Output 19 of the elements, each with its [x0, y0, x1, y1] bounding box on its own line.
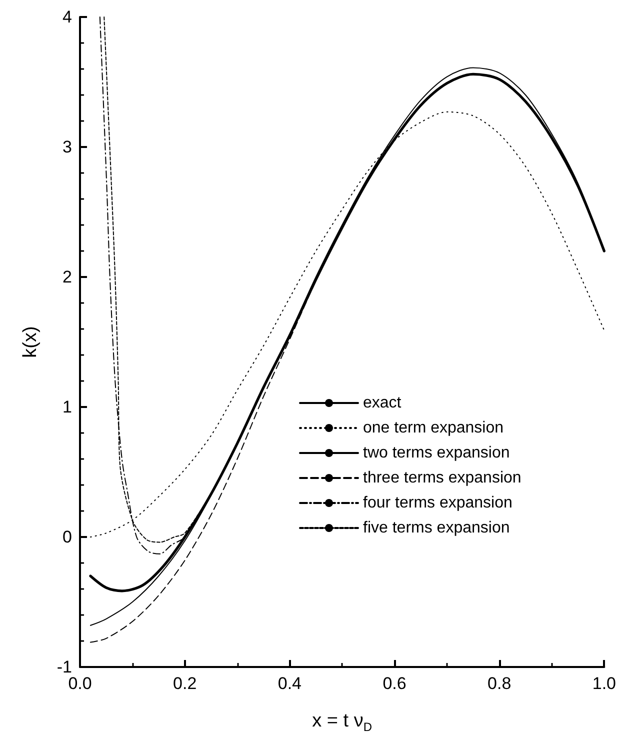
legend-label: four terms expansion	[363, 494, 512, 512]
y-axis-title: k(x)	[20, 326, 41, 358]
legend-label: three terms expansion	[363, 470, 522, 486]
legend-label: exact	[363, 394, 402, 412]
legend-label: five terms expansion	[363, 520, 510, 536]
legend-label: two terms expansion	[363, 444, 510, 462]
y-tick-label: 2	[62, 268, 72, 286]
legend-label: one term expansion	[363, 420, 504, 436]
y-tick-label: 0	[62, 528, 72, 546]
y-tick-label: 3	[62, 138, 72, 156]
x-tick-label: 0.0	[68, 674, 92, 693]
x-tick-label: 1.0	[592, 674, 616, 693]
y-tick-label: 4	[62, 8, 72, 26]
y-tick-label: 1	[62, 398, 72, 416]
x-tick-label: 0.6	[382, 674, 406, 693]
y-tick-label: -1	[56, 658, 72, 676]
x-tick-label: 0.8	[488, 674, 512, 693]
x-tick-label: 0.2	[173, 674, 197, 693]
x-tick-label: 0.4	[278, 674, 302, 693]
